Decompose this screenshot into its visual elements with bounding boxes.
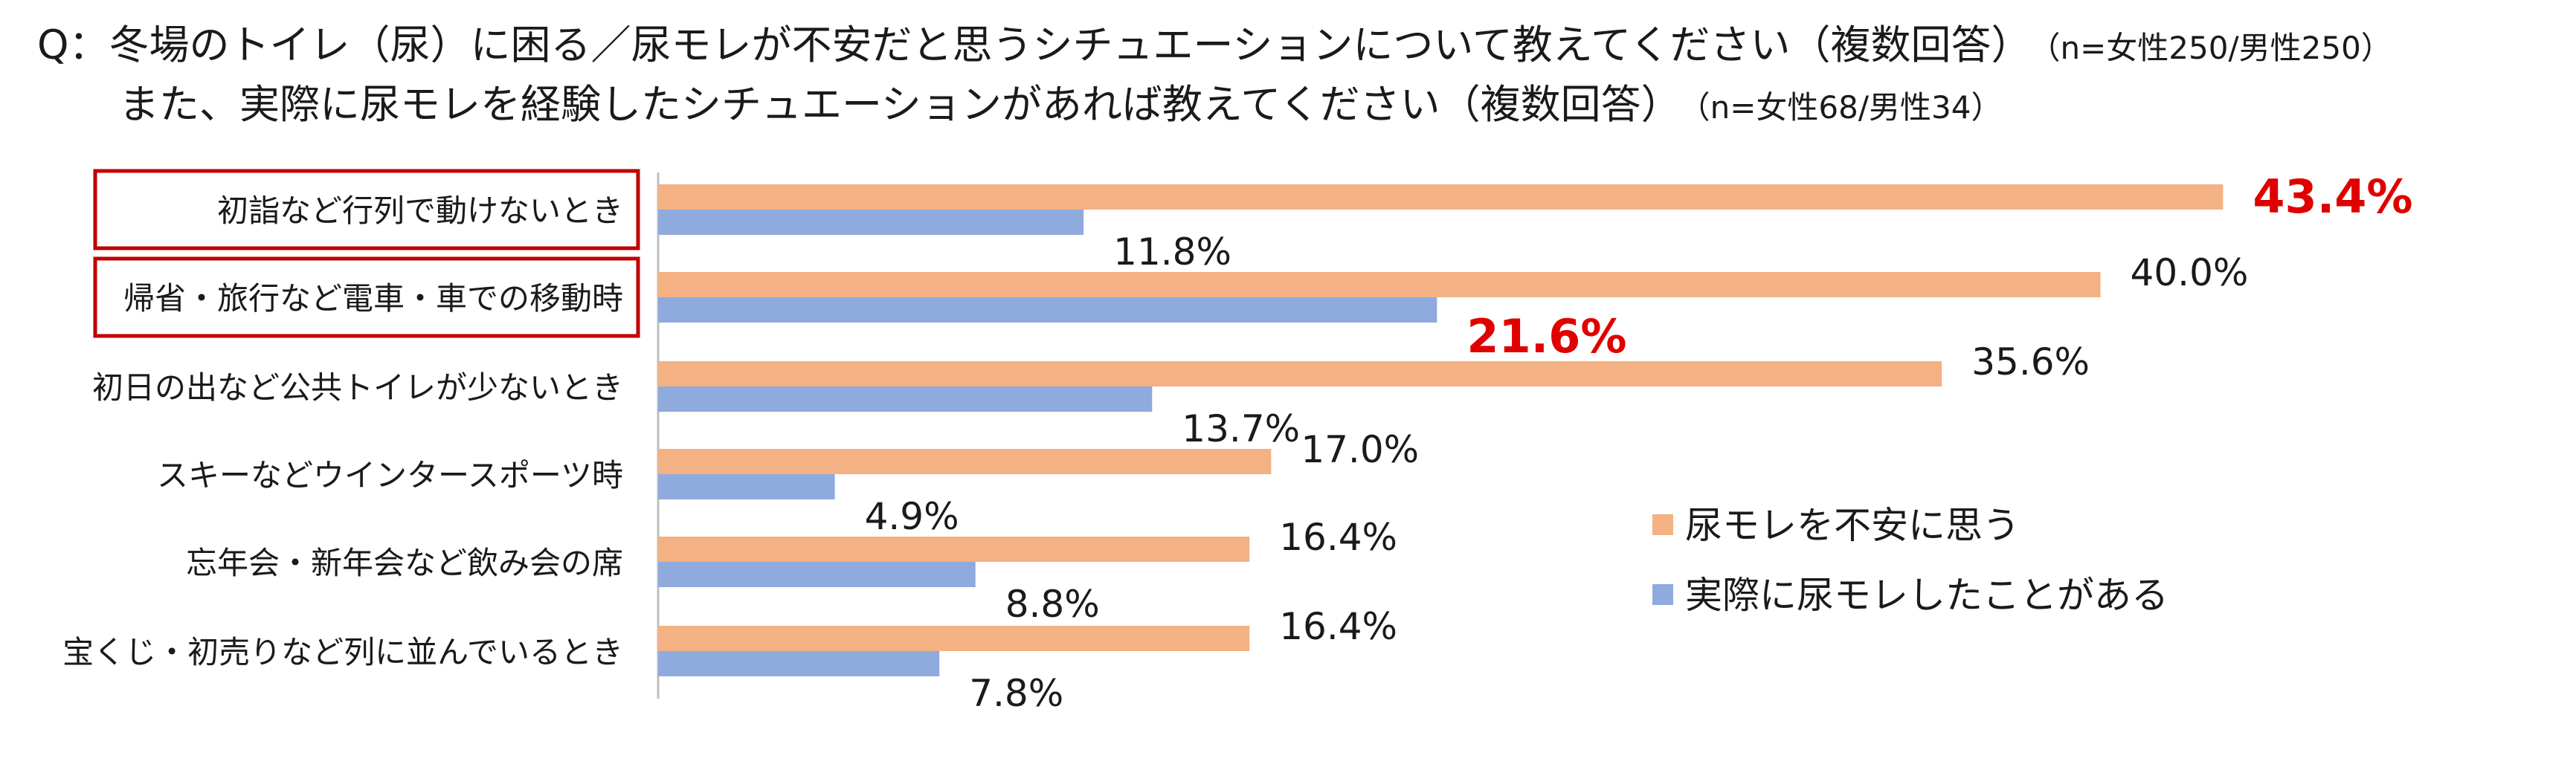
bar-experienced <box>658 210 1084 235</box>
bar-anxious <box>658 537 1250 562</box>
data-label-anxious: 16.4% <box>1279 605 1397 648</box>
title-sample-note-1: （n=女性250/男性250） <box>2044 30 2392 66</box>
data-label-anxious: 35.6% <box>1971 340 2090 384</box>
data-label-experienced: 7.8% <box>969 672 1063 715</box>
bar-experienced <box>658 651 940 676</box>
title-question-1: 冬場のトイレ（尿）に困る／尿モレが不安だと思うシチュエーションについて教えてくだ… <box>109 22 2032 68</box>
title-sample-note-2: （n=女性68/男性34） <box>1694 89 2003 126</box>
bar-anxious <box>658 449 1272 474</box>
data-label-anxious: 40.0% <box>2131 251 2249 294</box>
legend-swatch-anxious <box>1652 514 1673 535</box>
data-label-anxious: 16.4% <box>1279 516 1397 559</box>
data-label-anxious: 43.4% <box>2253 169 2412 224</box>
category-label: 初日の出など公共トイレが少ないとき <box>92 369 623 406</box>
category-highlight-box <box>93 256 640 338</box>
bar-experienced <box>658 297 1437 323</box>
legend-swatch-experienced <box>1652 584 1673 605</box>
category-label: 帰省・旅行など電車・車での移動時 <box>123 280 623 317</box>
bar-anxious <box>658 272 2101 297</box>
title-question-2: また、実際に尿モレを経験したシチュエーションがあれば教えてください（複数回答） <box>119 81 1681 128</box>
category-highlight-box <box>93 169 640 250</box>
bar-experienced <box>658 474 835 499</box>
data-label-experienced: 21.6% <box>1466 309 1626 363</box>
title-line-2: また、実際に尿モレを経験したシチュエーションがあれば教えてください（複数回答） （… <box>119 80 2002 132</box>
category-label: 宝くじ・初売りなど列に並んでいるとき <box>62 634 623 670</box>
bar-anxious <box>658 184 2224 210</box>
category-label: スキーなどウインタースポーツ時 <box>157 457 623 493</box>
data-label-experienced: 13.7% <box>1182 407 1300 450</box>
title-prefix: Q： <box>37 22 109 68</box>
data-label-anxious: 17.0% <box>1301 428 1419 471</box>
title-line-1: Q：冬場のトイレ（尿）に困る／尿モレが不安だと思うシチュエーションについて教えて… <box>37 21 2392 73</box>
legend-label-anxious: 尿モレを不安に思う <box>1685 504 2020 547</box>
bar-anxious <box>658 361 1942 386</box>
data-label-experienced: 11.8% <box>1113 230 1231 274</box>
legend-label-experienced: 実際に尿モレしたことがある <box>1685 574 2168 617</box>
bar-anxious <box>658 626 1250 651</box>
category-label: 初詣など行列で動けないとき <box>217 192 623 229</box>
category-label: 忘年会・新年会など飲み会の席 <box>186 545 623 581</box>
data-label-experienced: 4.9% <box>865 495 959 538</box>
data-label-experienced: 8.8% <box>1005 583 1100 626</box>
bar-experienced <box>658 562 976 587</box>
bar-experienced <box>658 386 1153 412</box>
